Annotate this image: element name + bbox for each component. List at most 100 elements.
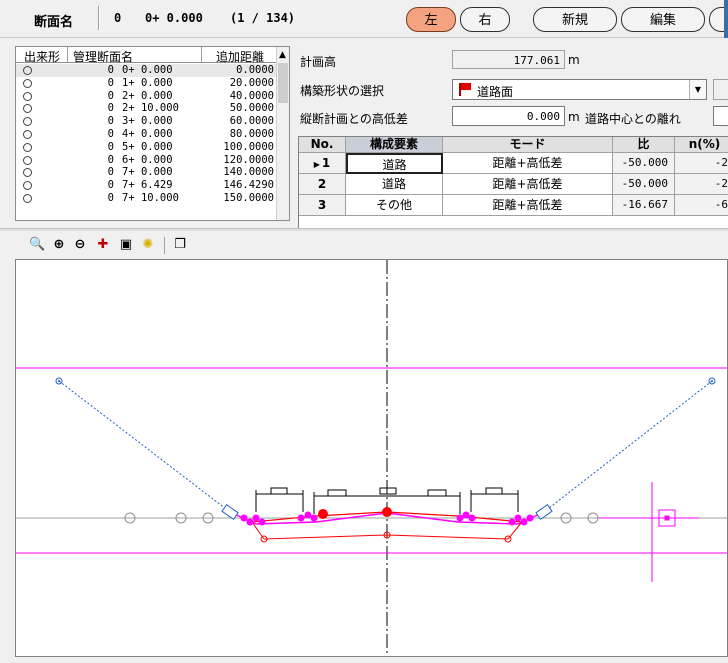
ground-point[interactable] — [124, 512, 136, 524]
pane-splitter[interactable] — [0, 228, 728, 231]
status-circle-icon — [23, 168, 32, 178]
status-circle-icon — [23, 142, 32, 152]
col-no-header[interactable]: No. — [299, 137, 346, 153]
list-item-station: 5+ 0.000 — [122, 140, 173, 153]
subbase-point[interactable] — [260, 535, 268, 543]
col-ratio-header[interactable]: 比 — [613, 137, 675, 153]
list-item-no: 0 — [107, 191, 114, 204]
ground-point[interactable] — [587, 512, 599, 524]
zoom-in-icon[interactable]: ⊕ — [53, 237, 65, 252]
right-button[interactable]: 右 — [460, 7, 510, 32]
left-slope-point[interactable] — [55, 377, 63, 385]
ground-point[interactable] — [560, 512, 572, 524]
table-cell-mode[interactable]: 距離+高低差 — [443, 153, 613, 174]
plan-height-label: 計画高 — [300, 55, 337, 69]
new-button[interactable]: 新規 — [533, 7, 617, 32]
table-cell-mode[interactable]: 距離+高低差 — [443, 174, 613, 195]
scroll-thumb[interactable] — [278, 63, 288, 103]
list-scrollbar[interactable]: ▲ — [276, 47, 289, 220]
pan-icon[interactable]: ✚ — [97, 237, 109, 252]
table-cell-value: 距離+高低差 — [492, 198, 563, 212]
right-slope-point[interactable] — [708, 377, 716, 385]
list-item-station: 2+ 10.000 — [122, 102, 179, 115]
ground-point[interactable] — [202, 512, 214, 524]
table-cell-ratio[interactable]: -50.000 — [613, 153, 675, 174]
shape-select[interactable]: 道路面 ▼ — [452, 79, 707, 100]
list-item[interactable]: 0 2+ 0.000 40.0000 — [16, 90, 278, 103]
col-distance-header[interactable]: 追加距離 — [216, 50, 265, 64]
list-item[interactable]: 0 2+ 10.000 50.0000 — [16, 102, 278, 115]
status-circle-icon — [23, 104, 32, 114]
table-cell-element[interactable]: 道路 — [346, 174, 443, 195]
col-divider[interactable] — [201, 47, 202, 63]
list-item[interactable]: 0 4+ 0.000 80.0000 — [16, 128, 278, 141]
more-button[interactable] — [709, 7, 728, 32]
ground-points — [124, 512, 599, 524]
table-cell-value: -6 — [714, 198, 728, 211]
table-cell-no[interactable]: 3 — [299, 195, 346, 216]
list-item-no: 0 — [107, 89, 114, 102]
col-name-header[interactable]: 管理断面名 — [73, 50, 134, 64]
list-item-station: 7+ 10.000 — [122, 191, 179, 204]
list-item[interactable]: 0 7+ 0.000 140.0000 — [16, 166, 278, 179]
fit-icon[interactable]: ▣ — [119, 237, 133, 252]
light-icon[interactable]: ✺ — [142, 237, 154, 252]
scroll-up-icon[interactable]: ▲ — [279, 50, 286, 60]
table-cell-n[interactable]: -2 — [675, 153, 728, 174]
height-diff-input[interactable]: 0.000 — [452, 106, 565, 126]
section-list[interactable]: 出来形 管理断面名 追加距離 0 0+ 0.000 0.0000 0 1+ 0.000 2… — [15, 46, 290, 221]
right-slope-point-dot — [711, 380, 713, 382]
subbase-point[interactable] — [504, 535, 512, 543]
list-item-station: 7+ 0.000 — [122, 166, 173, 179]
subbase-line — [263, 534, 509, 540]
chevron-down-icon[interactable]: ▼ — [689, 80, 706, 99]
table-cell-no[interactable]: ▶ 1 — [299, 153, 346, 174]
shape-extra-button[interactable] — [713, 79, 728, 100]
col-mode-header[interactable]: モード — [443, 137, 613, 153]
list-item[interactable]: 0 7+ 6.429 146.4290 — [16, 179, 278, 192]
left-button[interactable]: 左 — [406, 7, 456, 32]
component-table[interactable]: No. 構成要素 モード 比 n(%) ▶ 1 道路 距離+高低差 -50.000 -2 2… — [298, 136, 728, 228]
height-diff-unit: m — [568, 110, 580, 124]
list-item[interactable]: 0 6+ 0.000 120.0000 — [16, 154, 278, 167]
table-cell-ratio[interactable]: -16.667 — [613, 195, 675, 216]
list-item-station: 1+ 0.000 — [122, 76, 173, 89]
list-item[interactable]: 0 5+ 0.000 100.0000 — [16, 141, 278, 154]
table-cell-ratio[interactable]: -50.000 — [613, 174, 675, 195]
table-cell-element[interactable]: その他 — [346, 195, 443, 216]
table-cell-value: 距離+高低差 — [492, 156, 563, 170]
table-cell-mode[interactable]: 距離+高低差 — [443, 195, 613, 216]
list-item[interactable]: 0 0+ 0.000 0.0000 — [16, 64, 278, 77]
list-item-no: 0 — [107, 166, 114, 179]
zoom-out-icon[interactable]: ⊖ — [74, 237, 86, 252]
ground-point[interactable] — [175, 512, 187, 524]
table-cell-element[interactable]: 道路 — [346, 153, 443, 174]
table-cell-value: -50.000 — [621, 156, 668, 169]
subbase-point[interactable] — [383, 531, 391, 539]
cross-section-drawing[interactable] — [16, 260, 728, 657]
list-item-station: 2+ 0.000 — [122, 89, 173, 102]
col-n-header[interactable]: n(%) — [675, 137, 728, 153]
copy-icon[interactable]: ❐ — [174, 237, 186, 252]
cross-section-canvas[interactable] — [15, 259, 728, 657]
section-list-header: 出来形 管理断面名 追加距離 — [16, 47, 278, 64]
list-item-no: 0 — [107, 76, 114, 89]
table-cell-no[interactable]: 2 — [299, 174, 346, 195]
status-circle-icon — [23, 193, 32, 203]
zoom-window-icon[interactable]: 🔍 — [29, 237, 46, 252]
list-item-distance: 80.0000 — [229, 127, 274, 140]
col-status-header[interactable]: 出来形 — [24, 50, 61, 64]
list-item[interactable]: 0 1+ 0.000 20.0000 — [16, 77, 278, 90]
table-cell-n[interactable]: -2 — [675, 174, 728, 195]
col-divider[interactable] — [67, 47, 68, 63]
list-item-distance: 40.0000 — [229, 89, 274, 102]
status-strip — [0, 657, 728, 663]
list-item-distance: 140.0000 — [223, 166, 274, 179]
list-item[interactable]: 0 3+ 0.000 60.0000 — [16, 115, 278, 128]
col-element-header[interactable]: 構成要素 — [346, 137, 443, 153]
center-offset-input[interactable] — [713, 106, 728, 126]
edit-button[interactable]: 編集 — [621, 7, 705, 32]
section-count: (1 / 134) — [230, 11, 296, 25]
list-item[interactable]: 0 7+ 10.000 150.0000 — [16, 192, 278, 205]
table-cell-n[interactable]: -6 — [675, 195, 728, 216]
